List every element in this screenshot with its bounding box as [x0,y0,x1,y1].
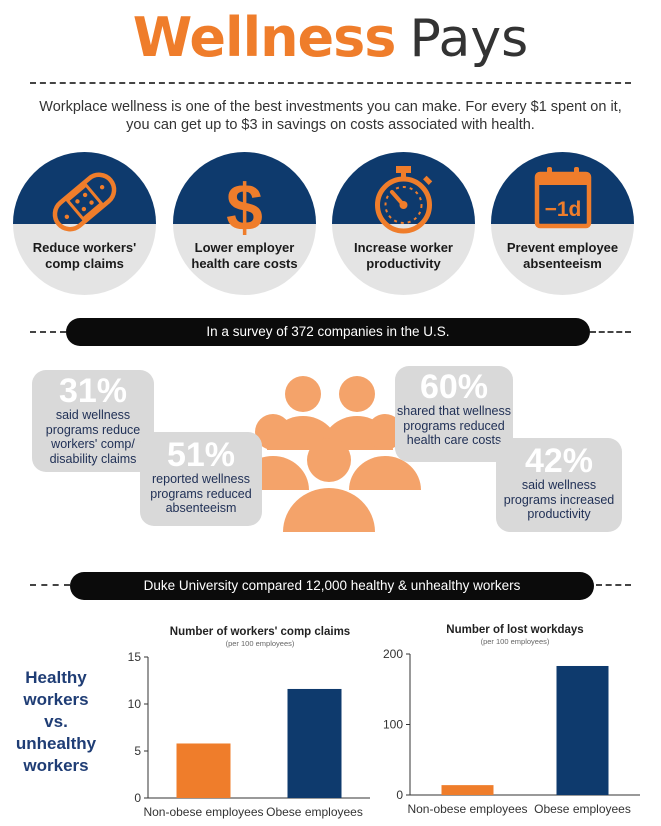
y-tick-label: 100 [383,718,403,732]
x-tick-label: Obese employees [534,802,631,816]
divider [30,584,70,586]
y-tick-label: 0 [396,788,403,802]
chart-subtitle: (per 100 employees) [480,637,550,646]
side-label: Healthy workers vs. unhealthy workers [15,668,97,775]
page-title: Wellness Pays [0,6,661,76]
benefit-label: Reduce workers' comp claims [32,240,137,271]
divider [590,331,631,333]
y-tick-label: 200 [383,647,403,661]
duke-banner: Duke University compared 12,000 healthy … [70,572,594,600]
divider [30,331,66,333]
benefit-label: Prevent employee absenteeism [506,240,619,271]
dollar-icon: $ [226,170,263,236]
bar-0 [176,743,231,798]
benefit-label: Lower employer health care costs [191,240,298,271]
circle-cap [173,152,316,224]
stat-percent: 60% [419,368,489,406]
benefit-label: Increase worker productivity [353,240,453,271]
y-tick-label: 5 [134,744,141,758]
stat-text: shared that wellness programs reduced he… [397,404,511,447]
bandage-icon [52,172,117,232]
svg-text:$: $ [226,170,263,236]
survey-banner: In a survey of 372 companies in the U.S. [66,318,590,346]
stat-percent: 51% [166,436,236,474]
stat-text: said wellness programs increased product… [503,478,615,521]
lost-workdays-chart: 0 100 200 Non-obese employees Obese employee… [383,647,640,816]
bar-0 [441,785,494,795]
chart-subtitle: (per 100 employees) [225,639,295,648]
calendar-text: −1d [545,198,582,221]
divider [596,584,631,586]
bar-1 [556,665,609,795]
chart-title: Number of lost workdays [446,624,584,636]
bar-1 [287,688,342,798]
stat-bubble: 31% said wellness programs reduce worker… [32,370,154,472]
stopwatch-icon [375,166,433,234]
benefit-circle-4: −1d Prevent employee absenteeism [491,152,634,295]
benefit-circle-1: Reduce workers' comp claims [13,152,156,295]
chart-title: Number of workers' comp claims [169,626,351,638]
title-light: Pays [409,9,529,69]
stat-bubble: 51% reported wellness programs reduced a… [140,432,262,526]
y-tick-label: 10 [128,697,142,711]
people-group-icon [237,376,421,532]
calendar-icon: −1d [534,167,592,229]
stat-bubble: 42% said wellness programs increased pro… [496,438,622,532]
x-tick-label: Non-obese employees [407,802,527,816]
title-bold: Wellness [132,6,397,69]
intro-text: Workplace wellness is one of the best in… [39,99,622,133]
benefit-circle-2: $ Lower employer health care costs [173,152,316,295]
comp-claims-chart: 0 5 10 15 Non-obese employees Obese employees [128,650,370,819]
x-tick-label: Obese employees [266,805,363,819]
y-tick-label: 15 [128,650,142,664]
x-tick-label: Non-obese employees [143,805,263,819]
divider [30,82,631,84]
y-tick-label: 0 [134,791,141,805]
stat-text: said wellness programs reduce workers' c… [45,408,141,466]
stat-percent: 31% [58,372,128,410]
stat-bubble: 60% shared that wellness programs reduce… [395,366,513,462]
stat-text: reported wellness programs reduced absen… [150,472,252,515]
circle-cap [491,152,634,224]
benefit-circle-3: Increase worker productivity [332,152,475,295]
stat-percent: 42% [524,442,594,480]
